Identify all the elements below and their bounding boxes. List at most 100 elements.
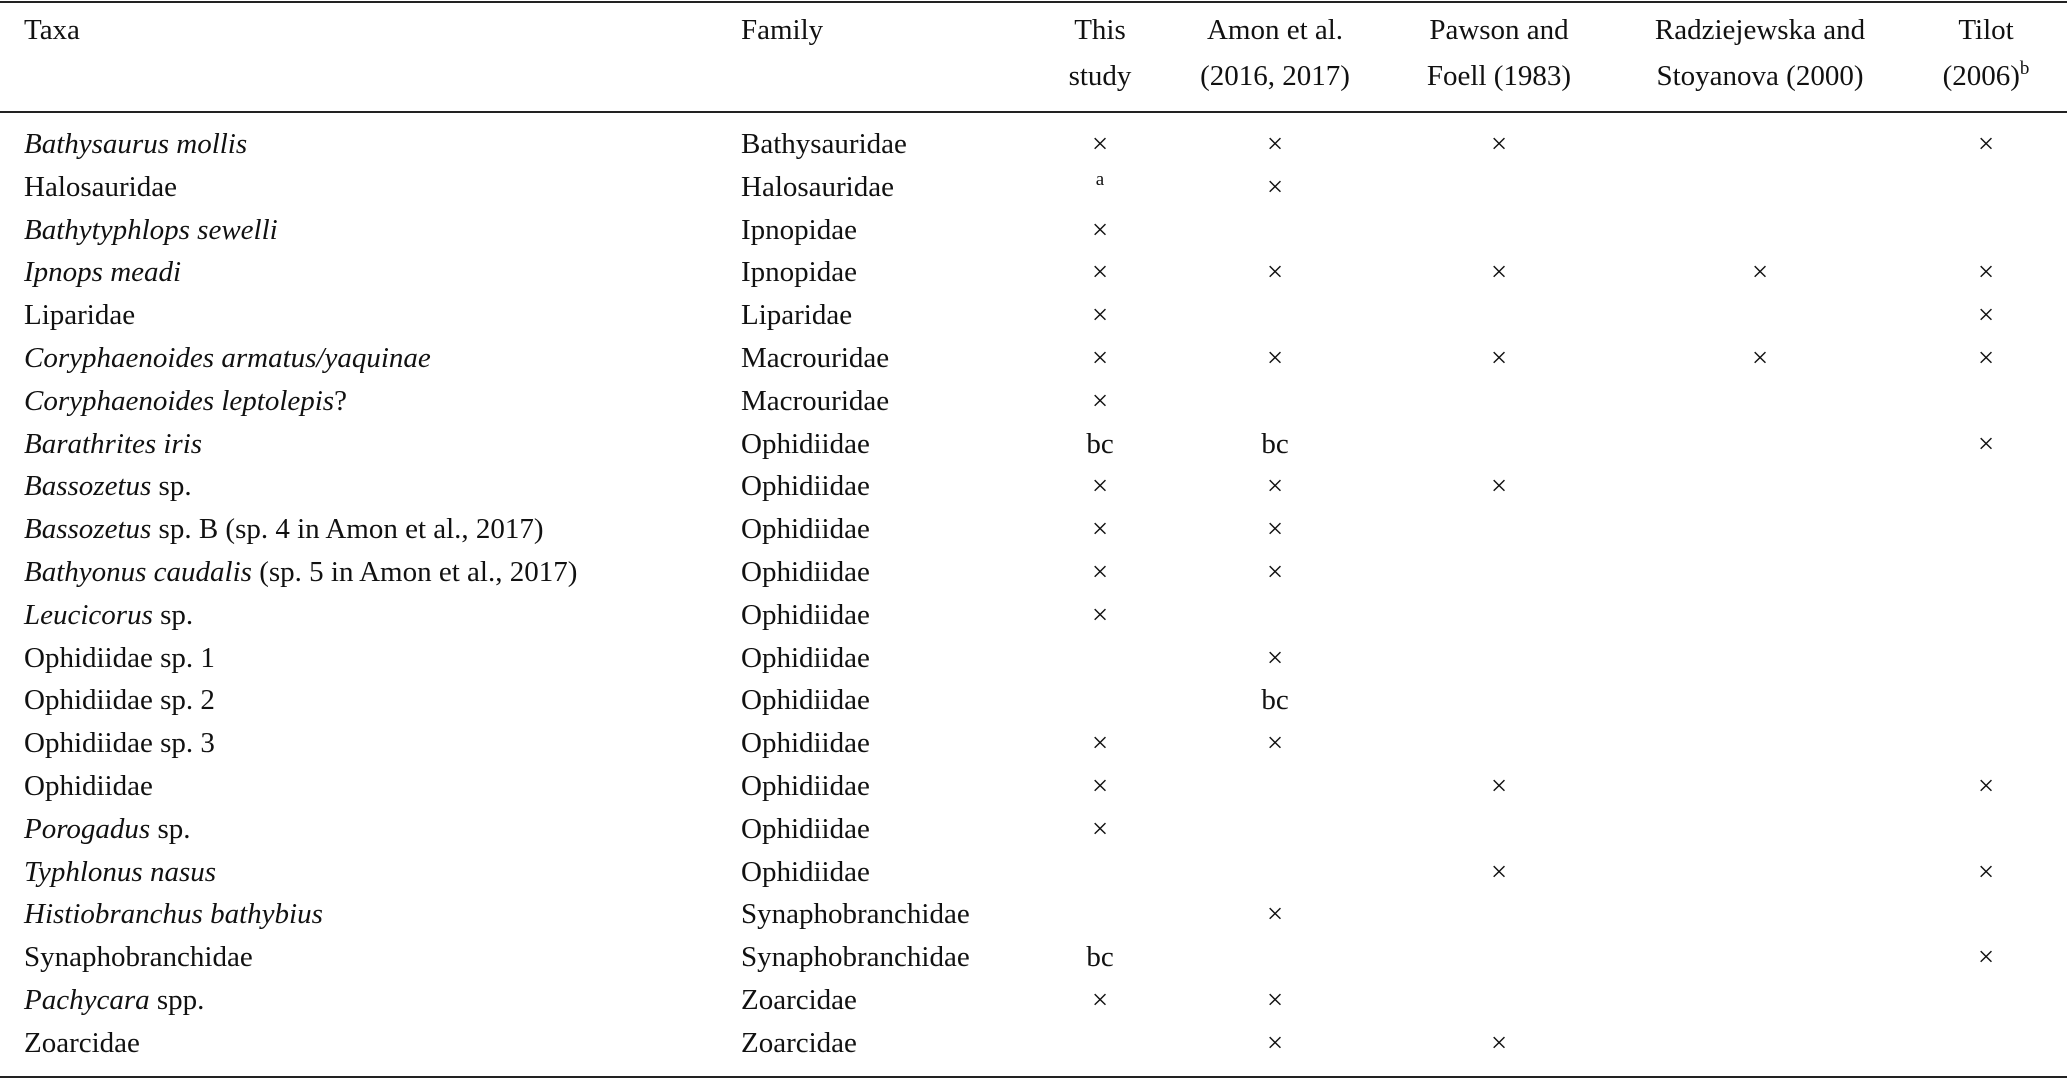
cell-mark: × (1091, 598, 1109, 631)
taxon-text: sp. (152, 598, 194, 631)
taxon-italic: Bathyonus caudalis (24, 556, 252, 588)
family-cell: Ophidiidae (741, 554, 870, 590)
mark-cell: × (1267, 896, 1283, 932)
taxon-cell: Bassozetus sp. B (sp. 4 in Amon et al., … (24, 511, 544, 547)
taxon-cell: Typhlonus nasus (24, 854, 216, 890)
family-cell: Ophidiidae (741, 768, 870, 804)
header-cell: Radziejewska and (1655, 12, 1865, 48)
mark-cell: × (1267, 468, 1283, 504)
taxon-italic: Coryphaenoides armatus/yaquinae (24, 342, 431, 374)
family-text: Ophidiidae (741, 812, 870, 845)
family-cell: Ophidiidae (741, 597, 870, 633)
header-text: Tilot (1958, 14, 2014, 46)
cell-mark: × (1266, 513, 1284, 546)
header-cell: Pawson and (1429, 12, 1568, 48)
family-text: Ophidiidae (741, 727, 870, 760)
mark-cell: × (1491, 126, 1507, 162)
mark-cell: × (1978, 126, 1994, 162)
taxon-italic: Bathysaurus mollis (24, 128, 248, 160)
mark-cell: × (1092, 212, 1108, 248)
cell-mark: × (1266, 470, 1284, 503)
family-text: Ophidiidae (741, 470, 870, 503)
cell-mark: × (1091, 812, 1109, 845)
header-text: Taxa (24, 14, 80, 46)
taxon-italic: Histiobranchus bathybius (24, 898, 323, 931)
cell-mark: bc (1261, 427, 1289, 460)
cell-mark: × (1266, 342, 1284, 374)
family-text: Macrouridae (741, 384, 890, 417)
mark-cell: × (1092, 982, 1108, 1018)
mark-cell: × (1267, 554, 1283, 590)
taxon-text: ? (334, 384, 347, 417)
taxon-cell: Ophidiidae sp. 1 (24, 640, 215, 676)
family-text: Ipnopidae (741, 256, 857, 289)
bottom-rule (0, 1076, 2067, 1078)
header-text: Radziejewska and (1654, 14, 1866, 46)
header-text: This (1074, 14, 1126, 46)
mark-cell: × (1092, 254, 1108, 290)
taxon-cell: Bassozetus sp. (24, 468, 192, 504)
header-text: Foell (1983) (1426, 60, 1572, 92)
header-text: (2006) (1942, 60, 2020, 92)
taxon-italic: Pachycara (24, 984, 150, 1016)
family-cell: Ophidiidae (741, 725, 870, 761)
family-text: Ophidiidae (741, 556, 870, 588)
taxon-italic: Bathytyphlops sewelli (24, 213, 278, 246)
taxon-text: (sp. 5 in Amon et al., 2017) (251, 556, 578, 588)
cell-mark: × (1751, 256, 1769, 289)
mark-cell: × (1267, 254, 1283, 290)
header-rule (0, 111, 2067, 113)
family-text: Ophidiidae (741, 427, 870, 460)
mark-cell: × (1267, 511, 1283, 547)
header-cell: Family (741, 12, 823, 48)
taxon-cell: Halosauridae (24, 169, 177, 205)
header-text: Stoyanova (2000) (1656, 60, 1864, 92)
taxon-italic: Barathrites iris (24, 427, 203, 460)
mark-cell: bc (1086, 426, 1113, 462)
cell-mark: × (1266, 556, 1284, 588)
taxon-text: Zoarcidae (24, 1026, 140, 1059)
cell-mark: × (1977, 855, 1995, 888)
header-text: Pawson and (1429, 14, 1569, 46)
mark-cell: × (1092, 511, 1108, 547)
mark-cell: bc (1261, 682, 1288, 718)
mark-cell: × (1978, 768, 1994, 804)
mark-cell: × (1491, 340, 1507, 376)
cell-mark: × (1091, 770, 1109, 802)
family-text: Macrouridae (741, 342, 890, 374)
family-cell: Halosauridae (741, 169, 894, 205)
taxon-cell: Bathytyphlops sewelli (24, 212, 278, 248)
taxon-cell: Coryphaenoides armatus/yaquinae (24, 340, 431, 376)
family-text: Ophidiidae (741, 855, 870, 888)
mark-cell: × (1491, 468, 1507, 504)
family-text: Synaphobranchidae (741, 898, 970, 931)
mark-cell: × (1491, 1025, 1507, 1061)
taxon-text: sp. (151, 470, 192, 503)
family-text: Zoarcidae (741, 1026, 857, 1059)
cell-mark: × (1977, 427, 1995, 460)
mark-cell: bc (1086, 939, 1113, 975)
taxon-cell: Porogadus sp. (24, 811, 191, 847)
cell-mark: bc (1261, 684, 1289, 717)
cell-mark: × (1490, 855, 1508, 888)
mark-cell: bc (1261, 426, 1288, 462)
mark-cell: × (1092, 126, 1108, 162)
cell-mark: × (1977, 342, 1995, 374)
cell-mark: × (1266, 170, 1284, 203)
header-cell: Taxa (24, 12, 80, 48)
taxon-italic: Typhlonus nasus (24, 855, 217, 888)
taxon-italic: Porogadus (24, 812, 151, 845)
mark-cell: × (1267, 640, 1283, 676)
cell-mark: × (1091, 727, 1109, 760)
header-cell: Foell (1983) (1427, 58, 1571, 94)
header-cell: Tilot (1958, 12, 2013, 48)
mark-cell: × (1752, 340, 1768, 376)
taxon-text: sp. B (sp. 4 in Amon et al., 2017) (151, 513, 544, 546)
header-footnote: b (2019, 58, 2030, 79)
cell-mark: × (1977, 299, 1995, 332)
mark-cell: × (1491, 768, 1507, 804)
header-cell: study (1069, 58, 1132, 94)
taxon-text: Halosauridae (24, 170, 177, 203)
mark-cell: × (1092, 768, 1108, 804)
taxon-text: Ophidiidae sp. 3 (24, 727, 215, 760)
